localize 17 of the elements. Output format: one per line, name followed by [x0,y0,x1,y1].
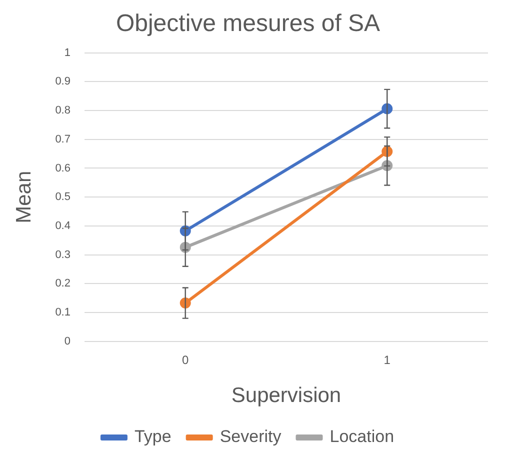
y-tick-label: 0.6 [55,162,70,174]
legend-label: Location [330,427,394,446]
y-tick-label: 0.5 [55,191,70,204]
y-axis-title: Mean [12,170,36,224]
chart-title: Objective mesures of SA [116,10,380,38]
y-tick-label: 0.4 [55,220,70,232]
x-axis-title: Supervision [231,384,342,408]
legend-label: Severity [220,427,282,446]
y-tick-label: 0.2 [55,278,70,290]
y-tick-label: 0 [64,335,70,348]
legend-label: Type [134,427,172,446]
y-tick-label: 0.8 [55,104,70,117]
y-tick-label: 0.9 [55,76,70,88]
y-tick-label: 0.3 [55,248,70,261]
y-tick-label: 1 [64,46,70,59]
y-tick-label: 0.1 [55,306,70,319]
y-tick-label: 0.7 [55,133,70,146]
